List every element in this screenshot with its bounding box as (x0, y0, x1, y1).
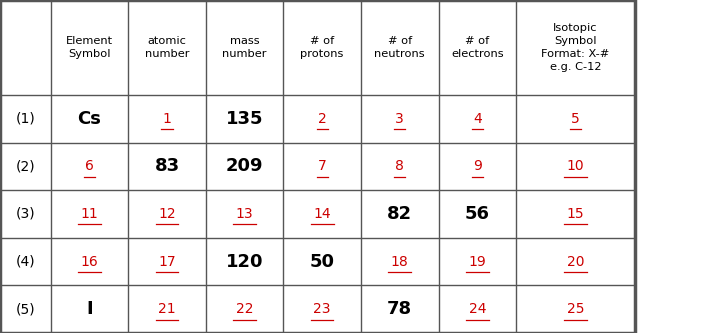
Text: (5): (5) (16, 302, 35, 316)
Text: 25: 25 (567, 302, 584, 316)
Text: 18: 18 (391, 254, 409, 269)
Text: 20: 20 (567, 254, 584, 269)
Text: 15: 15 (567, 207, 584, 221)
Text: mass
number: mass number (222, 36, 267, 59)
Text: # of
neutrons: # of neutrons (374, 36, 425, 59)
Text: 10: 10 (567, 159, 584, 173)
Text: 14: 14 (313, 207, 331, 221)
Text: Cs: Cs (78, 110, 102, 128)
Text: 120: 120 (226, 252, 264, 271)
Text: Isotopic
Symbol
Format: X-#
e.g. C-12: Isotopic Symbol Format: X-# e.g. C-12 (541, 23, 609, 72)
Text: 17: 17 (158, 254, 176, 269)
Text: 22: 22 (236, 302, 253, 316)
Text: Element
Symbol: Element Symbol (66, 36, 113, 59)
Text: 13: 13 (235, 207, 254, 221)
Text: (2): (2) (16, 159, 35, 173)
Text: 21: 21 (158, 302, 176, 316)
Text: 56: 56 (465, 205, 490, 223)
Text: 12: 12 (158, 207, 176, 221)
Text: 5: 5 (571, 112, 580, 126)
Text: 82: 82 (387, 205, 412, 223)
Text: 19: 19 (468, 254, 486, 269)
Text: (1): (1) (16, 112, 35, 126)
Text: 11: 11 (80, 207, 99, 221)
Text: 2: 2 (318, 112, 326, 126)
Text: 4: 4 (473, 112, 482, 126)
Text: 8: 8 (396, 159, 404, 173)
Text: 83: 83 (154, 157, 180, 175)
Text: 24: 24 (469, 302, 486, 316)
Text: 1: 1 (163, 112, 171, 126)
Text: 3: 3 (396, 112, 404, 126)
Text: 135: 135 (226, 110, 264, 128)
Text: # of
protons: # of protons (300, 36, 344, 59)
Text: 9: 9 (473, 159, 482, 173)
Text: 23: 23 (314, 302, 331, 316)
Text: (4): (4) (16, 254, 35, 269)
Text: I: I (86, 300, 93, 318)
Text: 16: 16 (80, 254, 99, 269)
Text: (3): (3) (16, 207, 35, 221)
Text: 209: 209 (226, 157, 264, 175)
Text: 50: 50 (309, 252, 335, 271)
Text: atomic
number: atomic number (145, 36, 190, 59)
Text: # of
electrons: # of electrons (451, 36, 503, 59)
Text: 78: 78 (387, 300, 412, 318)
Text: 7: 7 (318, 159, 326, 173)
Text: 6: 6 (85, 159, 94, 173)
